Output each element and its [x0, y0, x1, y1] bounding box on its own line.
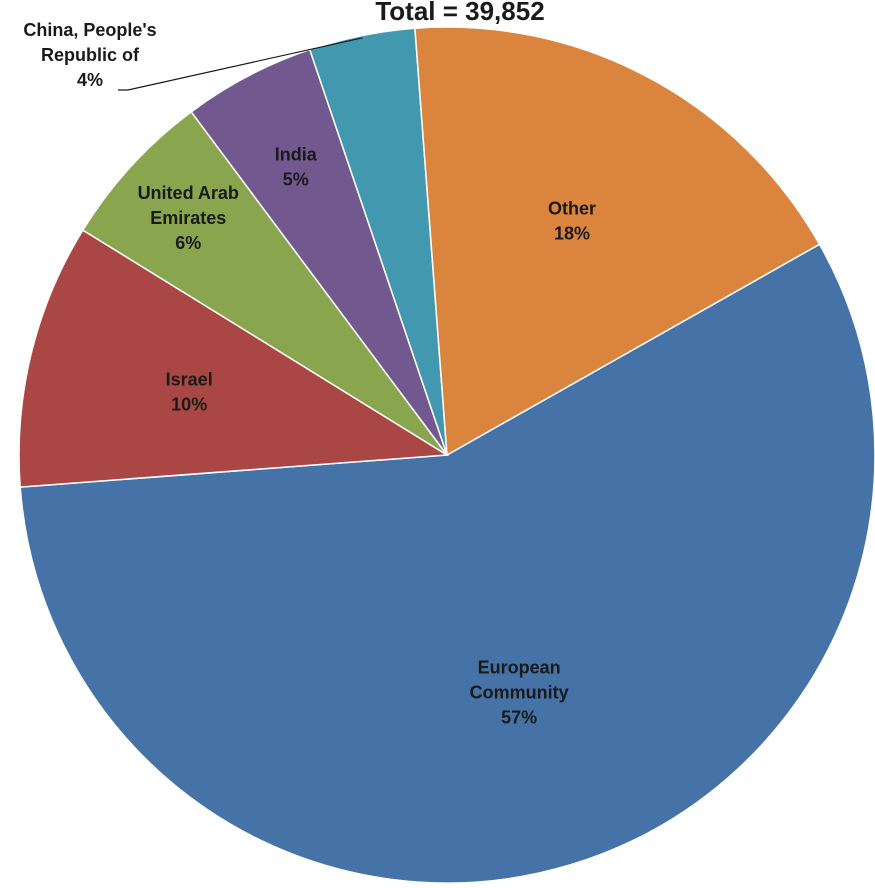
slice-name-label: European — [478, 658, 561, 678]
slice-label-china-people-s-republic-of: China, People's Republic of 4% — [23, 20, 156, 90]
pie-slices — [18, 26, 875, 884]
slice-name-label: Other — [548, 198, 596, 218]
slice-percent-label: 10% — [171, 395, 207, 415]
chart-title: Total = 39,852 — [375, 0, 544, 26]
leader-line-china-people-s-republic-of — [118, 37, 363, 91]
pie-slice-israel — [18, 229, 450, 488]
slice-name-label: Republic of — [41, 45, 140, 65]
pie-slice-united-arab-emirates — [81, 110, 448, 456]
slice-percent-label: 5% — [283, 169, 309, 189]
slice-name-label: Community — [470, 683, 569, 703]
slice-label-india: India 5% — [275, 144, 318, 189]
pie-labels: European Community 57% Israel 10% United Arab… — [23, 20, 596, 728]
pie-slice-other — [414, 26, 821, 457]
slice-percent-label: 18% — [554, 223, 590, 243]
slice-name-label: Emirates — [150, 208, 226, 228]
slice-label-israel: Israel 10% — [166, 370, 213, 415]
slice-label-united-arab-emirates: United Arab Emirates 6% — [138, 183, 239, 253]
slice-percent-label: 4% — [77, 70, 103, 90]
slice-name-label: United Arab — [138, 183, 239, 203]
slice-name-label: China, People's — [23, 20, 156, 40]
slice-label-other: Other 18% — [548, 198, 596, 243]
slice-percent-label: 57% — [501, 708, 537, 728]
slice-name-label: India — [275, 144, 318, 164]
slice-label-european-community: European Community 57% — [470, 658, 569, 728]
slice-name-label: Israel — [166, 370, 213, 390]
slice-percent-label: 6% — [175, 233, 201, 253]
